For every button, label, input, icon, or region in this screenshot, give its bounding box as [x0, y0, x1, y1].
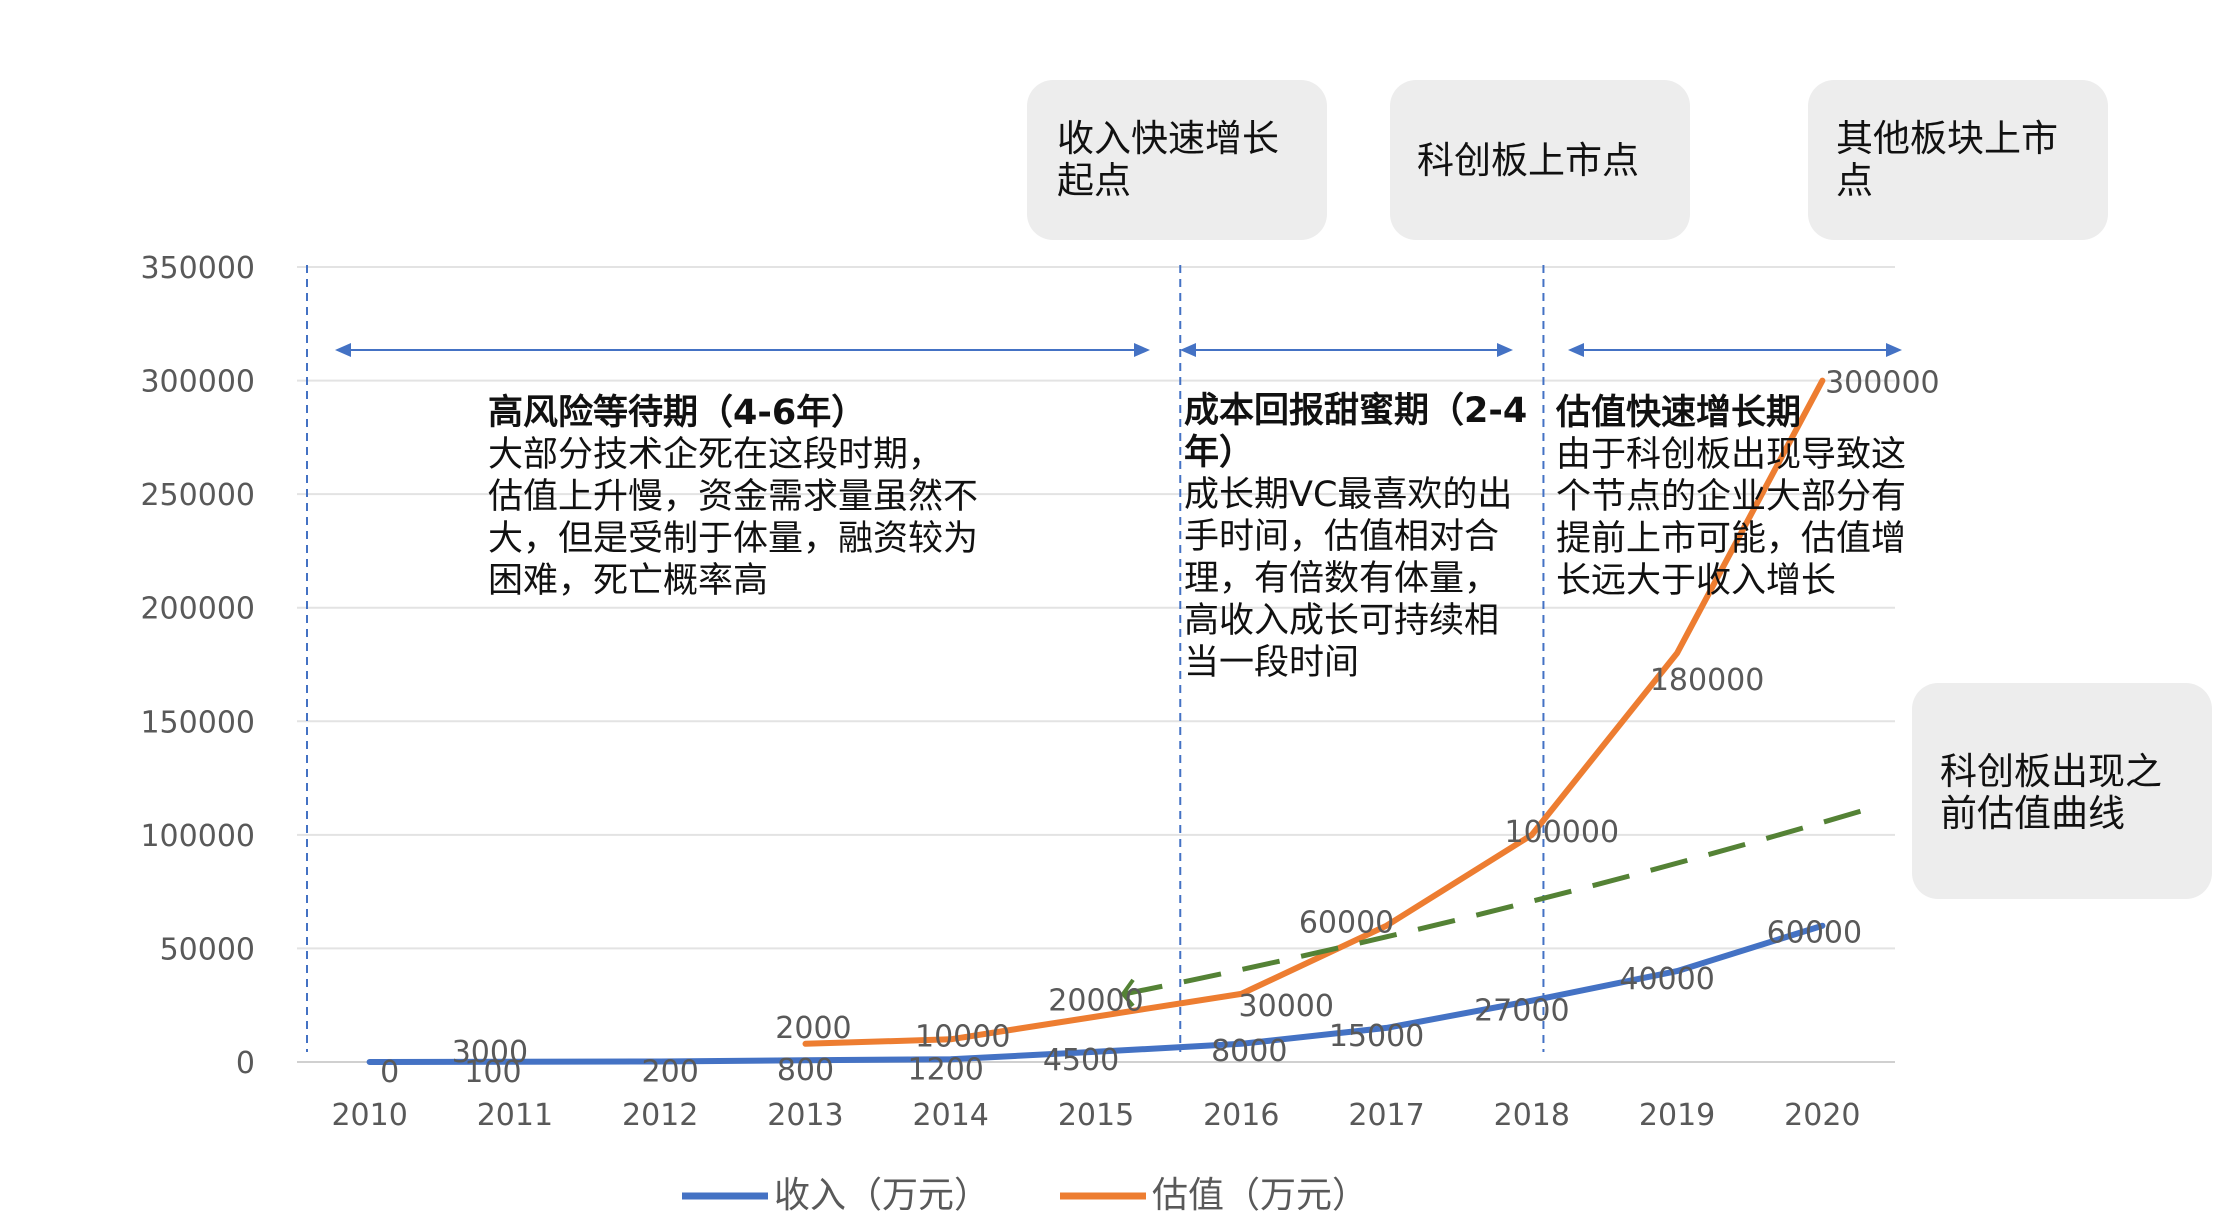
x-tick-label: 2014 — [913, 1098, 989, 1133]
phase-2-heading: 成本回报甜蜜期（2-4 — [1184, 391, 1528, 431]
x-tick-label: 2018 — [1494, 1098, 1570, 1133]
x-tick-label: 2011 — [477, 1098, 553, 1133]
pre-star-valuation-box: 科创板出现之 前估值曲线 — [1912, 683, 2212, 899]
revenue-growth-start-box: 收入快速增长 起点 — [1027, 80, 1327, 240]
data-label: 300000 — [1825, 366, 1940, 401]
pre-star-valuation-line-2: 前估值曲线 — [1940, 792, 2125, 835]
legend-label: 收入（万元） — [774, 1175, 990, 1216]
series-line-revenue — [366, 922, 1826, 1065]
x-tick-label: 2013 — [767, 1098, 843, 1133]
data-label: 20000 — [1048, 984, 1143, 1019]
phase-2-line-1: 成长期VC最喜欢的出 — [1184, 475, 1513, 515]
y-axis: 0 50000 100000 150000 200000 250000 300000 3500… — [140, 251, 255, 1081]
phase-3-line-3: 提前上市可能，估值增 — [1556, 519, 1907, 559]
phase-arrow — [1180, 343, 1513, 357]
phase-3-note: 估值快速增长期 由于科创板出现导致这 个节点的企业大部分有 提前上市可能，估值增… — [1556, 392, 1906, 602]
phase-3-line-2: 个节点的企业大部分有 — [1556, 477, 1907, 517]
y-tick-label: 300000 — [140, 365, 255, 400]
y-tick-label: 250000 — [140, 478, 255, 513]
revenue-growth-start-line-1: 收入快速增长 — [1057, 117, 1279, 160]
data-label: 200 — [642, 1055, 699, 1090]
series — [366, 377, 1882, 1065]
data-label: 10000 — [915, 1019, 1010, 1054]
x-tick-label: 2020 — [1784, 1098, 1860, 1133]
phase-3-line-4: 长远大于收入增长 — [1556, 561, 1837, 601]
phase-2-line-2: 手时间，估值相对合 — [1184, 517, 1500, 557]
phase-2-note: 成本回报甜蜜期（2-4 年） 成长期VC最喜欢的出 手时间，估值相对合 理，有倍… — [1184, 390, 1527, 684]
data-label: 800 — [777, 1053, 834, 1088]
data-label: 15000 — [1329, 1019, 1424, 1054]
phase-dividers — [306, 265, 1545, 1052]
data-label: 4500 — [1043, 1043, 1119, 1078]
legend: 收入（万元） 估值（万元） — [682, 1175, 1368, 1216]
data-label: 1200 — [908, 1052, 984, 1087]
data-label: 30000 — [1239, 989, 1334, 1024]
phase-1-line-4: 困难，死亡概率高 — [488, 561, 769, 601]
y-tick-label: 50000 — [160, 932, 255, 967]
phase-2-line-5: 当一段时间 — [1184, 643, 1360, 683]
y-tick-label: 0 — [236, 1046, 255, 1081]
phase-3-heading: 估值快速增长期 — [1556, 393, 1802, 433]
other-board-ipo-line-1: 其他板块上市 — [1836, 117, 2058, 160]
x-tick-label: 2012 — [622, 1098, 698, 1133]
projection-start-marker — [1120, 978, 1135, 1008]
phase-2-line-4: 高收入成长可持续相 — [1184, 601, 1500, 641]
star-market-ipo-box: 科创板上市点 — [1390, 80, 1690, 240]
pre-star-valuation-line-1: 科创板出现之 — [1940, 750, 2162, 793]
phase-2-heading-cont: 年） — [1184, 433, 1255, 473]
data-label: 60000 — [1767, 916, 1862, 951]
phase-1-heading: 高风险等待期（4-6年） — [488, 393, 867, 433]
data-label: 8000 — [1211, 1034, 1287, 1069]
legend-item: 估值（万元） — [1060, 1175, 1368, 1216]
x-tick-label: 2016 — [1203, 1098, 1279, 1133]
data-label: 40000 — [1619, 962, 1714, 997]
y-tick-label: 100000 — [140, 819, 255, 854]
phase-1-line-3: 大，但是受制于体量，融资较为 — [488, 519, 979, 559]
x-tick-label: 2015 — [1058, 1098, 1134, 1133]
y-tick-label: 150000 — [140, 705, 255, 740]
projection-line — [1124, 802, 1882, 997]
data-label: 100000 — [1505, 815, 1620, 850]
data-label: 3000 — [452, 1035, 528, 1070]
phase-1-line-2: 估值上升慢，资金需求量虽然不 — [488, 477, 979, 517]
x-tick-label: 2017 — [1348, 1098, 1424, 1133]
legend-label: 估值（万元） — [1152, 1175, 1368, 1216]
data-label: 180000 — [1650, 663, 1765, 698]
star-market-ipo-line-1: 科创板上市点 — [1417, 139, 1639, 182]
other-board-ipo-box: 其他板块上市 点 — [1808, 80, 2108, 240]
phase-3-line-1: 由于科创板出现导致这 — [1556, 435, 1907, 475]
phase-1-line-1: 大部分技术企死在这段时期， — [488, 435, 944, 475]
data-label: 2000 — [775, 1011, 851, 1046]
series-line-valuation — [802, 377, 1826, 1047]
gridlines — [297, 266, 1895, 1063]
data-label: 60000 — [1299, 906, 1394, 941]
legend-item: 收入（万元） — [682, 1175, 990, 1216]
phase-2-line-3: 理，有倍数有体量， — [1184, 559, 1500, 599]
other-board-ipo-line-2: 点 — [1836, 159, 1873, 202]
data-labels: 0 100 200 800 1200 4500 8000 15000 27000 40000 600… — [380, 366, 1940, 1090]
data-label: 27000 — [1474, 994, 1569, 1029]
x-axis: 2010 2011 2012 2013 2014 2015 2016 2017 2018 2019… — [331, 1098, 1860, 1133]
x-tick-label: 2019 — [1639, 1098, 1715, 1133]
y-tick-label: 200000 — [140, 592, 255, 627]
revenue-growth-start-line-2: 起点 — [1057, 159, 1131, 202]
x-tick-label: 2010 — [331, 1098, 407, 1133]
y-tick-label: 350000 — [140, 251, 255, 286]
phase-1-note: 高风险等待期（4-6年） 大部分技术企死在这段时期， 估值上升慢，资金需求量虽然… — [488, 392, 978, 602]
phase-arrow — [335, 343, 1150, 357]
phase-arrow — [1568, 343, 1902, 357]
data-label: 0 — [380, 1055, 399, 1090]
data-label: 100 — [464, 1055, 521, 1090]
phase-arrows — [335, 343, 1902, 357]
